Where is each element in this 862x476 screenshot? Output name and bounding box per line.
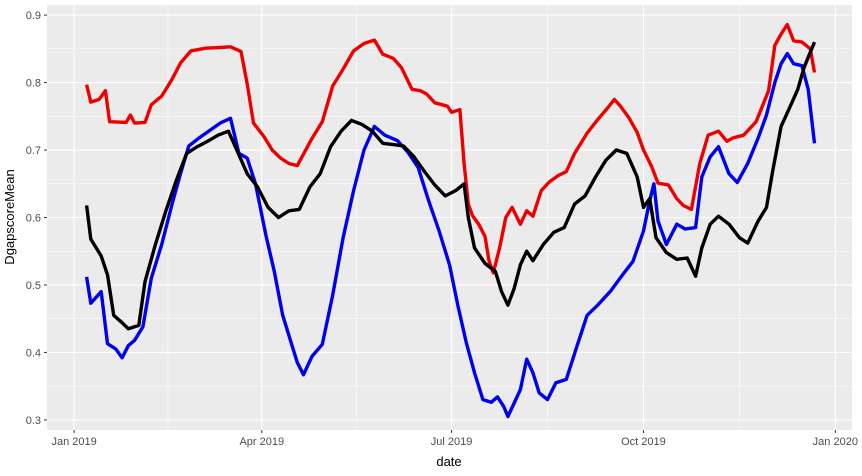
x-axis-title: date xyxy=(436,454,461,469)
y-tick-label: 0.6 xyxy=(26,213,41,225)
x-tick-label: Jan 2020 xyxy=(813,436,858,448)
y-tick-label: 0.9 xyxy=(26,10,41,22)
series-line-3 xyxy=(84,41,817,331)
series-line-1 xyxy=(84,22,817,275)
series-line-2 xyxy=(84,51,817,419)
y-tick-label: 0.8 xyxy=(26,78,41,90)
y-axis-title: DgapscoreMean xyxy=(2,169,17,264)
y-tick-label: 0.3 xyxy=(26,415,41,427)
x-axis: Jan 2019 Apr 2019 Jul 2019 Oct 2019 Jan 2020 xyxy=(51,430,858,448)
x-tick-label: Jan 2019 xyxy=(51,436,96,448)
y-tick-label: 0.7 xyxy=(26,145,41,157)
series-lines xyxy=(84,22,817,419)
y-axis: 0.3 0.4 0.5 0.6 0.7 0.8 0.9 xyxy=(26,10,47,427)
x-tick-label: Oct 2019 xyxy=(621,436,666,448)
y-tick-label: 0.4 xyxy=(26,347,41,359)
x-tick-label: Apr 2019 xyxy=(239,436,284,448)
x-tick-label: Jul 2019 xyxy=(431,436,473,448)
y-tick-label: 0.5 xyxy=(26,280,41,292)
major-gridlines xyxy=(47,5,852,430)
